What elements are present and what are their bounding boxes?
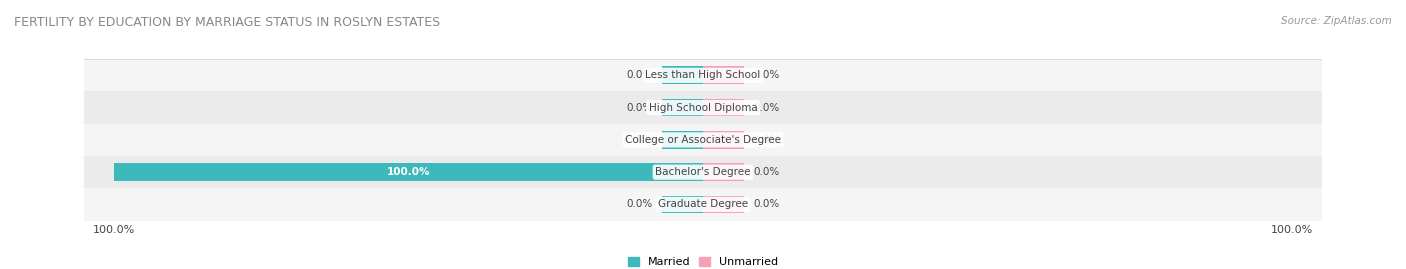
Text: 0.0%: 0.0% [627,102,652,113]
Text: 0.0%: 0.0% [627,70,652,80]
Text: Source: ZipAtlas.com: Source: ZipAtlas.com [1281,16,1392,26]
Text: 0.0%: 0.0% [754,199,779,210]
Text: 0.0%: 0.0% [754,102,779,113]
Text: 100.0%: 100.0% [387,167,430,177]
Bar [114,163,703,181]
Bar [703,163,744,181]
Bar [84,188,1322,221]
Text: 0.0%: 0.0% [754,70,779,80]
Text: FERTILITY BY EDUCATION BY MARRIAGE STATUS IN ROSLYN ESTATES: FERTILITY BY EDUCATION BY MARRIAGE STATU… [14,16,440,29]
Bar [662,196,703,213]
Text: 0.0%: 0.0% [627,199,652,210]
Text: 0.0%: 0.0% [754,135,779,145]
Text: Graduate Degree: Graduate Degree [658,199,748,210]
Bar [84,59,1322,91]
Bar [662,99,703,116]
Bar [703,131,744,149]
Text: 0.0%: 0.0% [627,135,652,145]
Bar [84,124,1322,156]
Bar [662,131,703,149]
Text: High School Diploma: High School Diploma [648,102,758,113]
Text: College or Associate's Degree: College or Associate's Degree [626,135,780,145]
Text: Less than High School: Less than High School [645,70,761,80]
Bar [703,66,744,84]
Bar [703,196,744,213]
Bar [662,66,703,84]
Text: 0.0%: 0.0% [754,167,779,177]
Bar [84,156,1322,188]
Text: Bachelor's Degree: Bachelor's Degree [655,167,751,177]
Bar [84,91,1322,124]
Bar [703,99,744,116]
Legend: Married, Unmarried: Married, Unmarried [623,252,783,269]
